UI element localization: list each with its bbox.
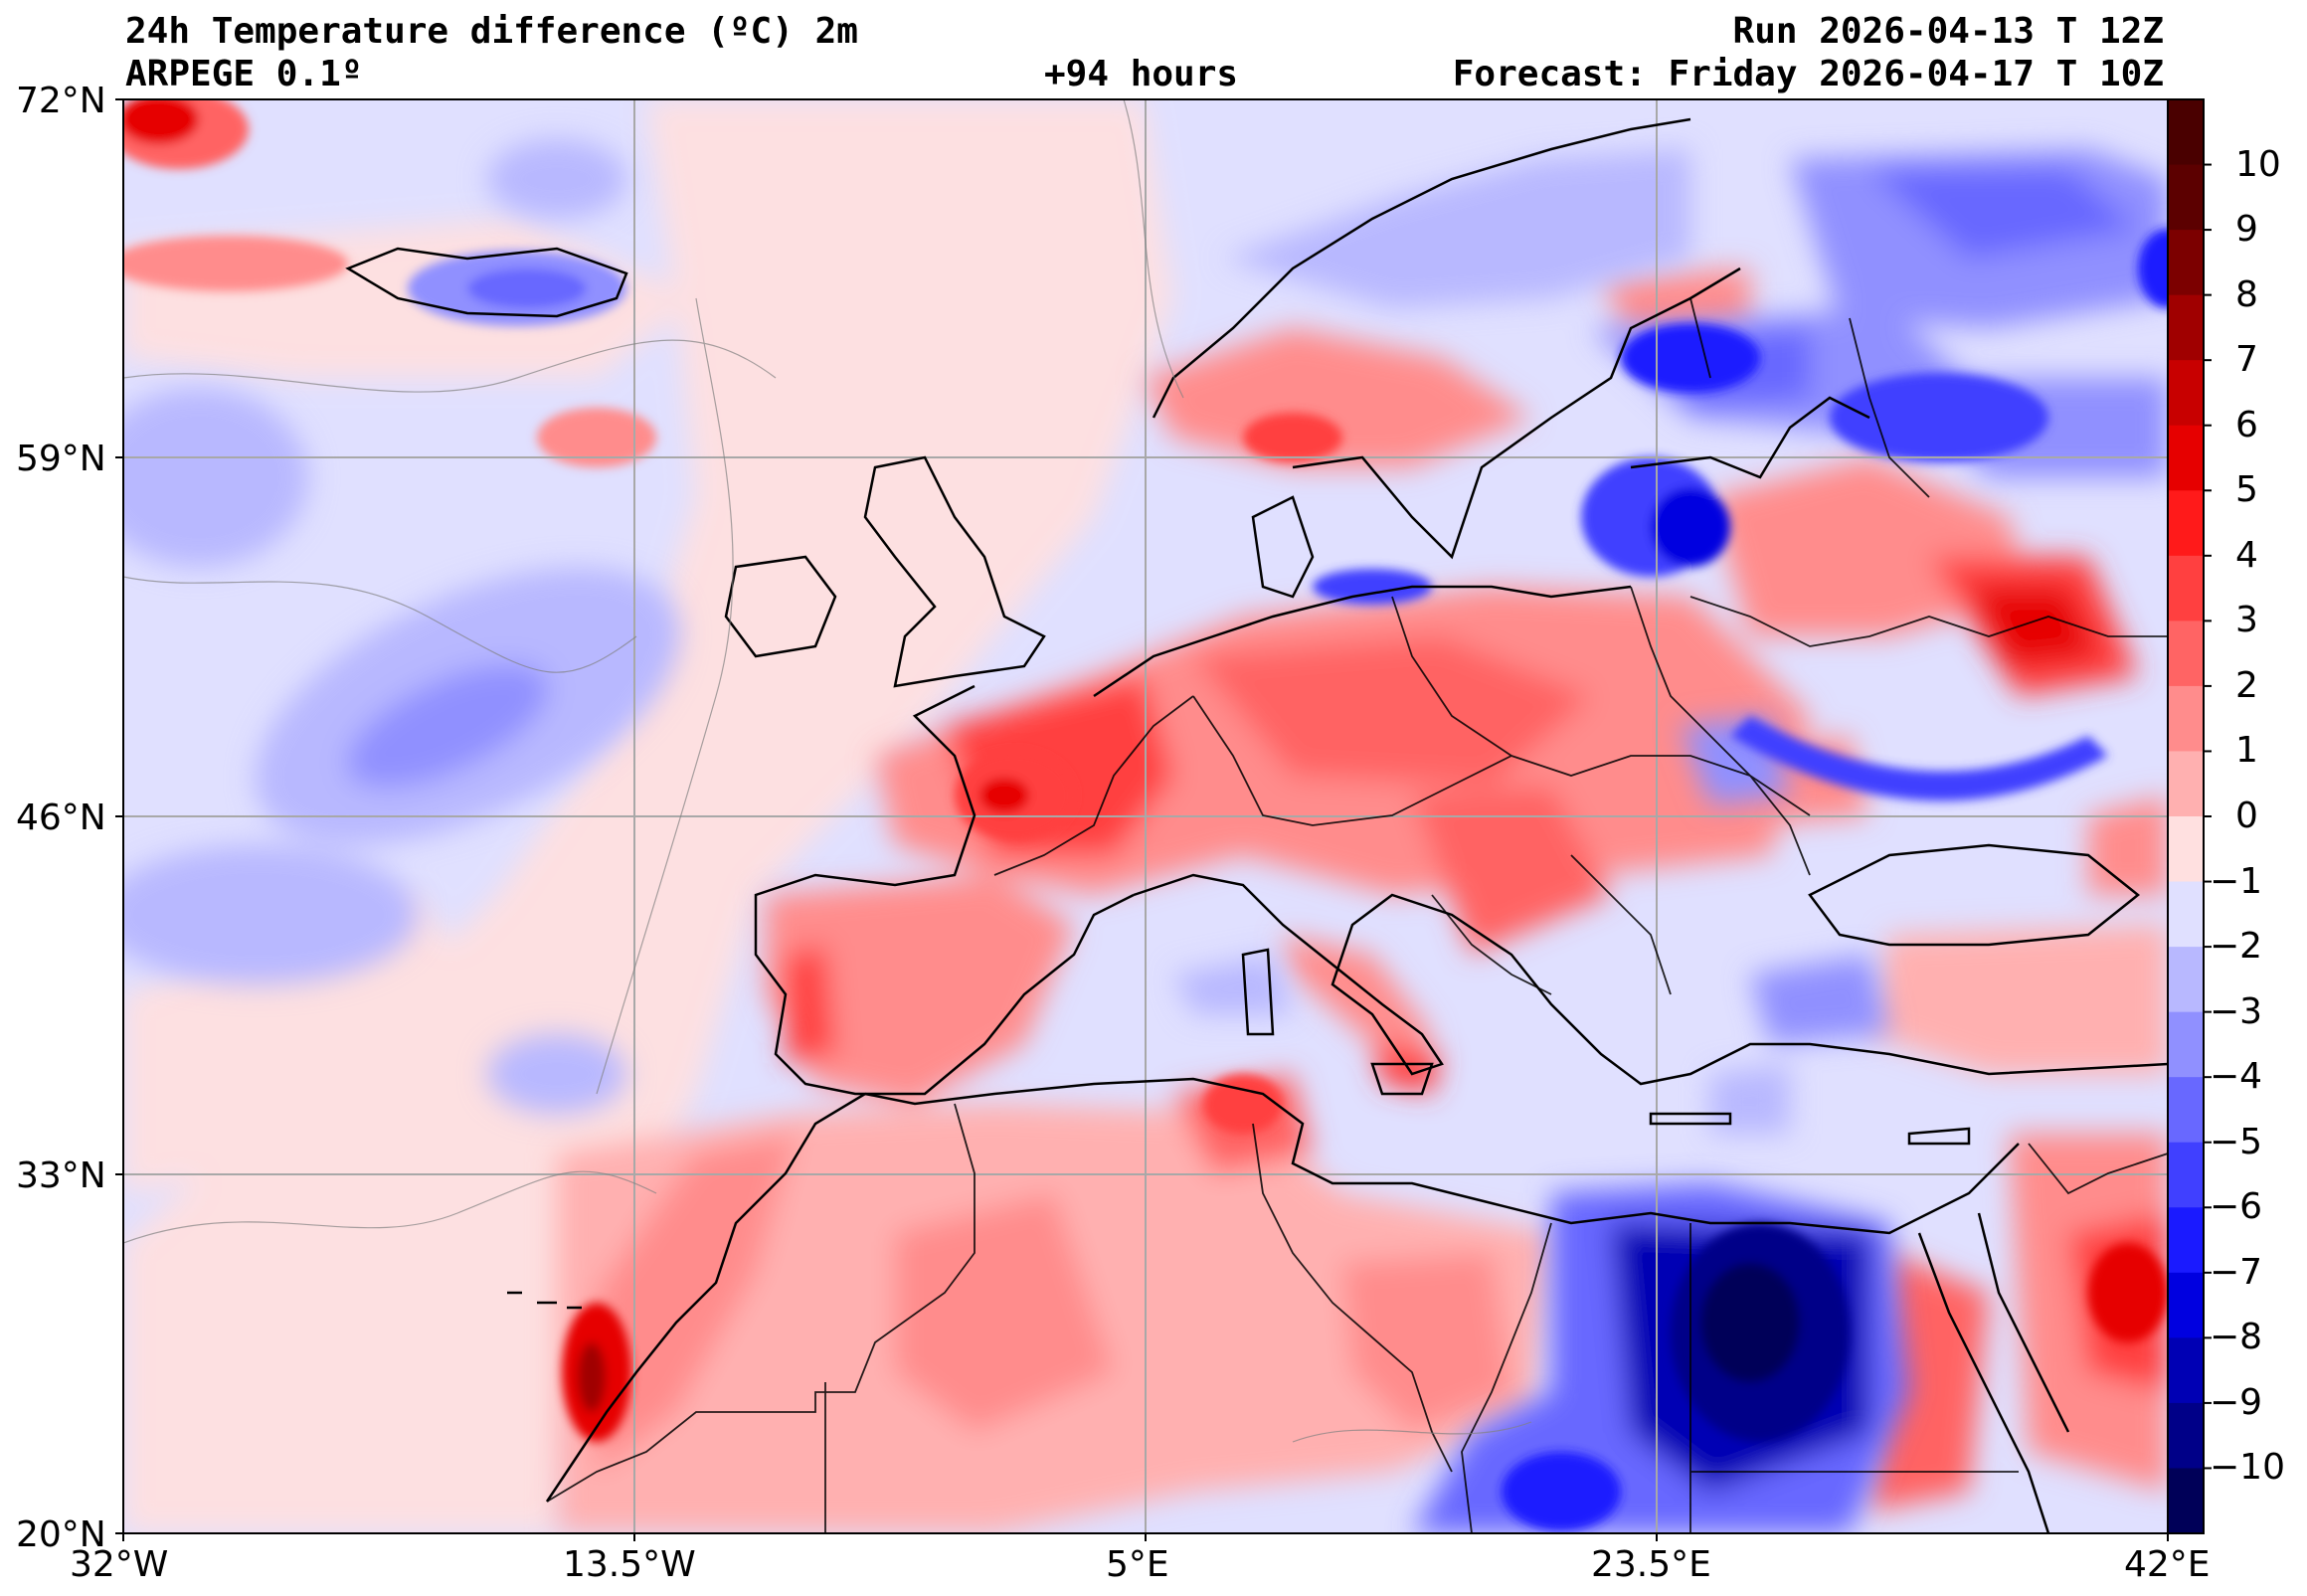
colorbar-label: −4 [2210,1056,2263,1098]
colorbar-bin [2168,1468,2204,1534]
colorbar-label: −9 [2210,1381,2263,1423]
model-label: ARPEGE 0.1º [125,54,363,94]
colorbar-label: −1 [2210,860,2263,902]
colorbar-bin [2168,1011,2204,1078]
colorbar-label: −10 [2210,1447,2285,1489]
colorbar-label: 10 [2235,143,2281,185]
colorbar-bin [2168,230,2204,296]
colorbar-label: 3 [2235,600,2258,641]
axis-ticks [115,98,2169,1541]
colorbar-bin [2168,751,2204,817]
colorbar-label: −7 [2210,1251,2263,1293]
colorbar-bin [2168,685,2204,752]
lat-label-72n: 72°N [16,81,106,121]
run-label: Run 2026-04-13 T 12Z [1732,11,2164,52]
colorbar-bin [2168,490,2204,557]
lon-label-23-5e: 23.5°E [1591,1544,1711,1585]
colorbar-bin [2168,1207,2204,1274]
colorbar-label: 6 [2235,404,2258,445]
colorbar-bin [2168,425,2204,491]
colorbar-bin [2168,1142,2204,1208]
colorbar-label: 8 [2235,273,2258,315]
colorbar-label: 9 [2235,209,2258,251]
colorbar-bin [2168,1272,2204,1338]
colorbar-bin [2168,1077,2204,1144]
colorbar [2167,98,2212,1534]
colorbar-label: −8 [2210,1317,2263,1358]
colorbar-bin [2168,1402,2204,1469]
lon-label-32w: 32°W [70,1544,169,1585]
colorbar-bin [2168,555,2204,621]
lat-label-46n: 46°N [16,798,106,838]
lon-label-13-5w: 13.5°W [563,1544,696,1585]
map-field [123,99,2168,1533]
colorbar-label: 4 [2235,534,2258,576]
colorbar-bin [2168,816,2204,883]
graticule [123,99,2168,1533]
lat-label-33n: 33°N [16,1155,106,1196]
colorbar-label: 1 [2235,730,2258,772]
colorbar-bin [2168,881,2204,948]
colorbar-label: 0 [2235,796,2258,836]
lat-label-59n: 59°N [16,439,106,479]
forecast-label: Forecast: Friday 2026-04-17 T 10Z [1452,54,2164,94]
colorbar-label: 7 [2235,339,2258,381]
lead-time-label: +94 hours [1044,54,1239,94]
country-borders [546,297,2168,1533]
colorbar-bin [2168,164,2204,231]
colorbar-label: −2 [2210,926,2263,968]
colorbar-bin [2168,99,2204,166]
colorbar-bin [2168,947,2204,1013]
colorbar-bin [2168,1337,2204,1404]
colorbar-label: 5 [2235,469,2258,511]
map-title: 24h Temperature difference (ºC) 2m [125,11,858,52]
colorbar-label: −6 [2210,1186,2263,1228]
coastlines [345,117,2168,1533]
lon-label-5e: 5°E [1106,1544,1169,1585]
lat-label-20n: 20°N [16,1514,106,1555]
colorbar-label: −5 [2210,1121,2263,1162]
colorbar-label: −3 [2210,990,2263,1032]
colorbar-bin [2168,360,2204,427]
lon-label-42e: 42°E [2124,1544,2211,1585]
colorbar-bin [2168,294,2204,361]
colorbar-bin [2168,621,2204,687]
colorbar-label: 2 [2235,664,2258,706]
